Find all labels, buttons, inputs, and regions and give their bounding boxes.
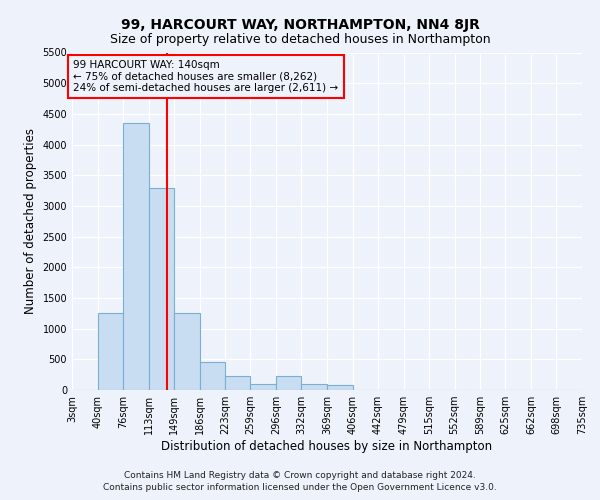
X-axis label: Distribution of detached houses by size in Northampton: Distribution of detached houses by size … xyxy=(161,440,493,453)
Bar xyxy=(174,314,199,390)
Bar xyxy=(149,188,174,390)
Text: Contains HM Land Registry data © Crown copyright and database right 2024.
Contai: Contains HM Land Registry data © Crown c… xyxy=(103,471,497,492)
Bar xyxy=(123,123,149,390)
Text: 99 HARCOURT WAY: 140sqm
← 75% of detached houses are smaller (8,262)
24% of semi: 99 HARCOURT WAY: 140sqm ← 75% of detache… xyxy=(73,60,338,93)
Bar xyxy=(98,314,123,390)
Y-axis label: Number of detached properties: Number of detached properties xyxy=(24,128,37,314)
Text: Size of property relative to detached houses in Northampton: Size of property relative to detached ho… xyxy=(110,32,490,46)
Bar xyxy=(327,386,353,390)
Bar xyxy=(276,376,301,390)
Bar xyxy=(301,384,327,390)
Bar xyxy=(199,362,225,390)
Bar xyxy=(250,384,276,390)
Text: 99, HARCOURT WAY, NORTHAMPTON, NN4 8JR: 99, HARCOURT WAY, NORTHAMPTON, NN4 8JR xyxy=(121,18,479,32)
Bar xyxy=(225,376,250,390)
